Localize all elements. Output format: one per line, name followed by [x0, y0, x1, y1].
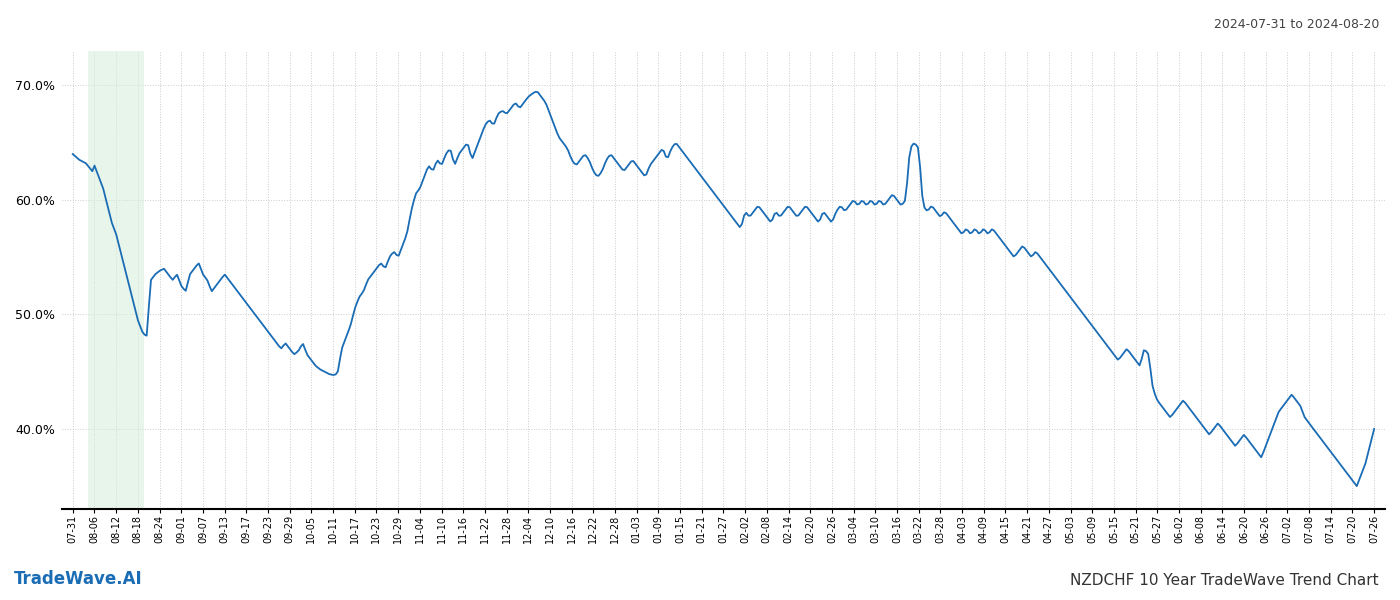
Text: TradeWave.AI: TradeWave.AI [14, 570, 143, 588]
Bar [88, 51, 144, 509]
Text: NZDCHF 10 Year TradeWave Trend Chart: NZDCHF 10 Year TradeWave Trend Chart [1071, 573, 1379, 588]
Text: 2024-07-31 to 2024-08-20: 2024-07-31 to 2024-08-20 [1214, 18, 1379, 31]
